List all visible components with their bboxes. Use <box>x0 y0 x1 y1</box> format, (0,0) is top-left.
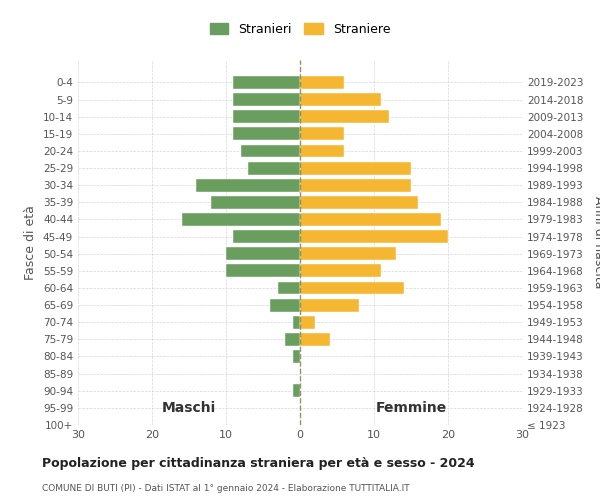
Bar <box>293 350 300 363</box>
Bar <box>300 282 404 294</box>
Bar <box>248 162 300 174</box>
Bar <box>300 110 389 123</box>
Legend: Stranieri, Straniere: Stranieri, Straniere <box>206 19 394 40</box>
Bar <box>300 230 448 243</box>
Text: Femmine: Femmine <box>376 400 446 414</box>
Text: COMUNE DI BUTI (PI) - Dati ISTAT al 1° gennaio 2024 - Elaborazione TUTTITALIA.IT: COMUNE DI BUTI (PI) - Dati ISTAT al 1° g… <box>42 484 410 493</box>
Bar <box>300 333 329 346</box>
Y-axis label: Fasce di età: Fasce di età <box>25 205 37 280</box>
Bar <box>211 196 300 209</box>
Bar <box>241 144 300 158</box>
Bar <box>300 248 396 260</box>
Bar <box>300 264 382 278</box>
Text: Popolazione per cittadinanza straniera per età e sesso - 2024: Popolazione per cittadinanza straniera p… <box>42 458 475 470</box>
Bar <box>182 213 300 226</box>
Bar <box>196 179 300 192</box>
Bar <box>226 248 300 260</box>
Bar <box>300 316 315 328</box>
Bar <box>300 213 440 226</box>
Bar <box>293 384 300 397</box>
Y-axis label: Anni di nascita: Anni di nascita <box>592 196 600 289</box>
Bar <box>300 179 411 192</box>
Bar <box>233 110 300 123</box>
Bar <box>233 128 300 140</box>
Bar <box>271 298 300 312</box>
Bar <box>300 162 411 174</box>
Bar <box>300 144 344 158</box>
Bar <box>233 76 300 89</box>
Bar <box>300 298 359 312</box>
Bar <box>300 196 418 209</box>
Bar <box>278 282 300 294</box>
Bar <box>300 93 382 106</box>
Bar <box>300 128 344 140</box>
Bar <box>233 230 300 243</box>
Bar <box>293 316 300 328</box>
Bar <box>285 333 300 346</box>
Bar <box>300 76 344 89</box>
Text: Maschi: Maschi <box>162 400 216 414</box>
Bar <box>226 264 300 278</box>
Bar <box>233 93 300 106</box>
